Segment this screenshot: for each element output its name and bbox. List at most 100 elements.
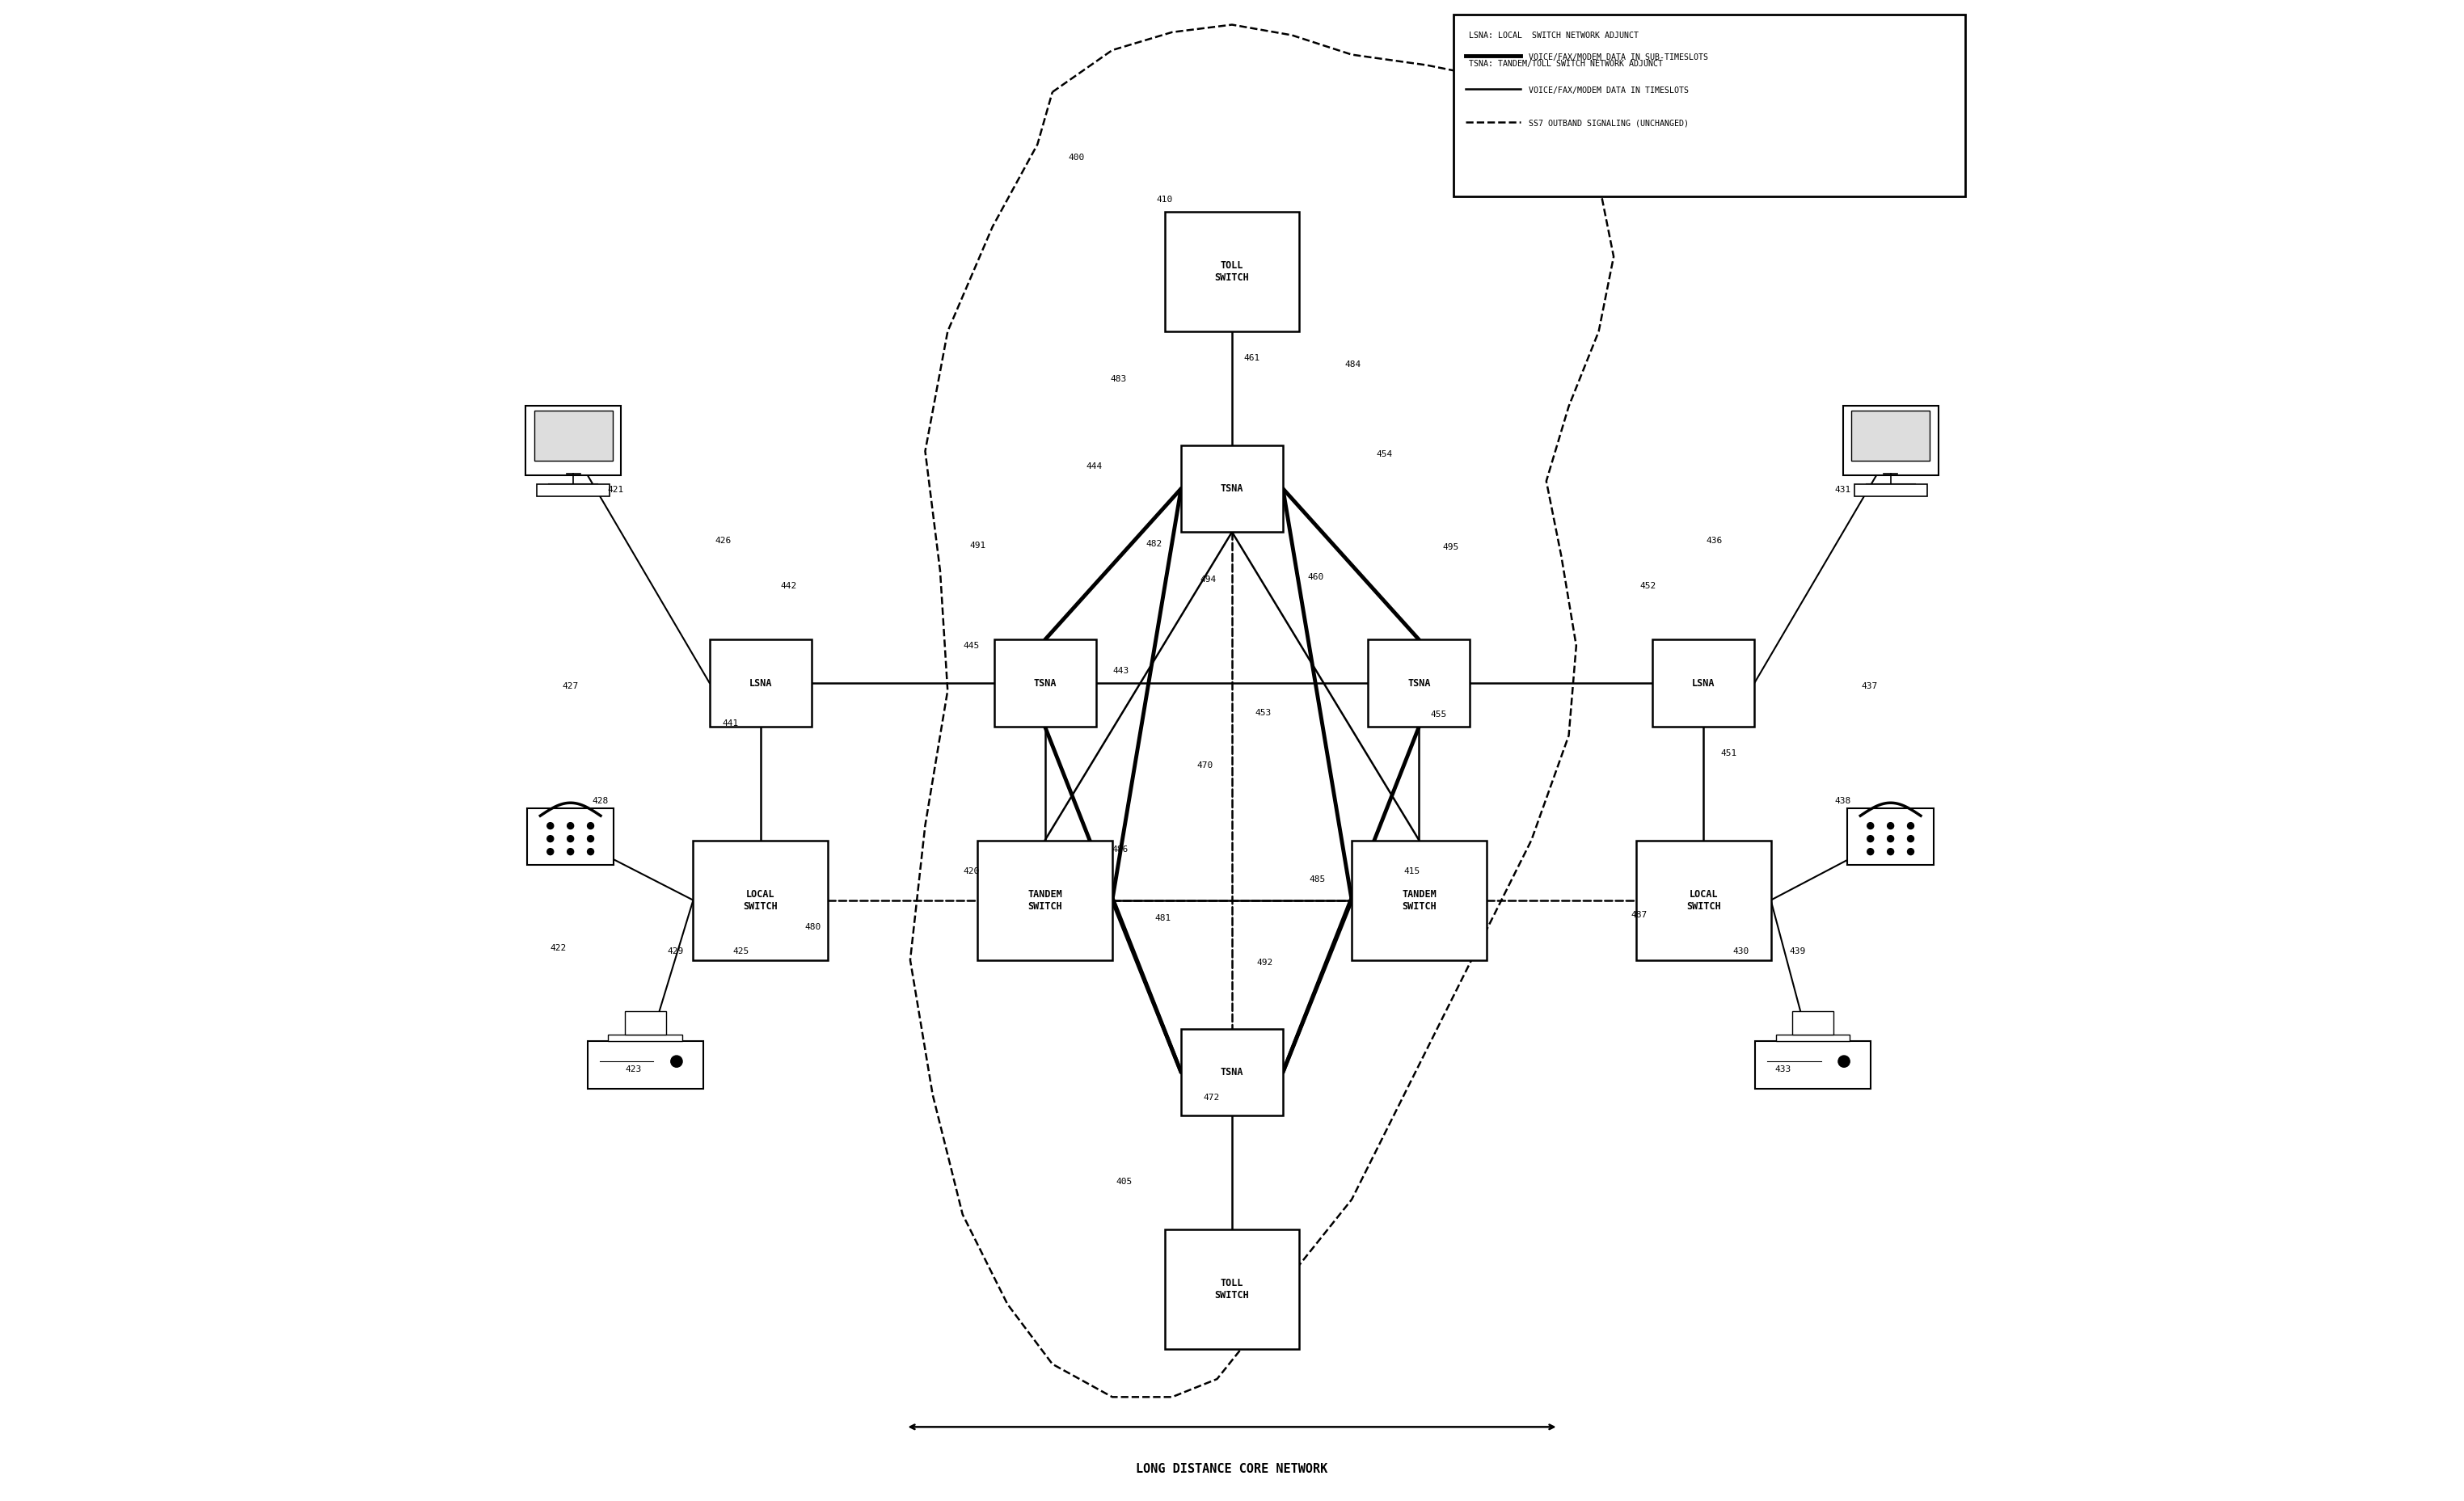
Text: 444: 444 — [1087, 462, 1101, 470]
Text: 472: 472 — [1202, 1094, 1220, 1102]
FancyBboxPatch shape — [978, 841, 1111, 961]
Text: 420: 420 — [963, 868, 981, 875]
Text: 430: 430 — [1732, 947, 1749, 955]
Text: 426: 426 — [715, 537, 732, 545]
Text: 441: 441 — [722, 719, 739, 728]
FancyBboxPatch shape — [710, 639, 811, 726]
Text: VOICE/FAX/MODEM DATA IN SUB-TIMESLOTS: VOICE/FAX/MODEM DATA IN SUB-TIMESLOTS — [1528, 54, 1708, 62]
Circle shape — [1887, 823, 1895, 829]
Circle shape — [586, 823, 594, 829]
Circle shape — [547, 836, 554, 842]
Text: TOLL
SWITCH: TOLL SWITCH — [1215, 1277, 1249, 1300]
Text: SS7 OUTBAND SIGNALING (UNCHANGED): SS7 OUTBAND SIGNALING (UNCHANGED) — [1528, 120, 1688, 128]
Text: 429: 429 — [668, 947, 683, 955]
FancyBboxPatch shape — [1777, 1034, 1850, 1040]
Text: 405: 405 — [1116, 1177, 1133, 1186]
FancyBboxPatch shape — [609, 1034, 683, 1040]
Text: 481: 481 — [1156, 914, 1170, 922]
Text: 486: 486 — [1111, 845, 1129, 853]
Text: 495: 495 — [1441, 543, 1459, 551]
Text: TSNA: TSNA — [1220, 1067, 1244, 1078]
Circle shape — [547, 848, 554, 856]
Text: 494: 494 — [1200, 576, 1217, 584]
FancyBboxPatch shape — [692, 841, 828, 961]
Text: TOLL
SWITCH: TOLL SWITCH — [1215, 260, 1249, 282]
Circle shape — [1868, 848, 1873, 856]
Text: 491: 491 — [968, 542, 986, 549]
Text: 452: 452 — [1641, 582, 1656, 590]
Text: 443: 443 — [1114, 666, 1129, 675]
FancyBboxPatch shape — [1850, 411, 1929, 461]
Text: TSNA: TANDEM/TOLL SWITCH NETWORK ADJUNCT: TSNA: TANDEM/TOLL SWITCH NETWORK ADJUNCT — [1469, 60, 1663, 68]
Text: 400: 400 — [1069, 153, 1084, 162]
Text: 482: 482 — [1146, 540, 1163, 548]
FancyBboxPatch shape — [993, 639, 1096, 726]
Text: 492: 492 — [1257, 959, 1274, 967]
Circle shape — [1838, 1055, 1850, 1067]
Circle shape — [567, 848, 574, 856]
Text: 422: 422 — [549, 944, 567, 952]
Text: 442: 442 — [781, 582, 798, 590]
FancyBboxPatch shape — [1165, 212, 1299, 332]
Text: 455: 455 — [1432, 710, 1446, 719]
Text: LSNA: LOCAL  SWITCH NETWORK ADJUNCT: LSNA: LOCAL SWITCH NETWORK ADJUNCT — [1469, 32, 1639, 39]
FancyBboxPatch shape — [1180, 446, 1284, 531]
Text: 423: 423 — [626, 1066, 641, 1073]
FancyBboxPatch shape — [1653, 639, 1754, 726]
FancyBboxPatch shape — [1180, 1028, 1284, 1115]
FancyBboxPatch shape — [535, 411, 614, 461]
Text: LOCAL
SWITCH: LOCAL SWITCH — [744, 889, 779, 911]
Text: TANDEM
SWITCH: TANDEM SWITCH — [1402, 889, 1437, 911]
FancyBboxPatch shape — [1791, 1012, 1833, 1034]
Text: TSNA: TSNA — [1220, 483, 1244, 494]
Text: 480: 480 — [806, 923, 821, 931]
Circle shape — [567, 836, 574, 842]
Text: 453: 453 — [1254, 708, 1271, 717]
Text: 428: 428 — [591, 797, 609, 806]
Text: 431: 431 — [1836, 486, 1850, 494]
Circle shape — [1907, 848, 1915, 856]
Text: 437: 437 — [1860, 681, 1878, 690]
Text: 487: 487 — [1631, 911, 1648, 919]
Text: 410: 410 — [1156, 195, 1173, 204]
FancyBboxPatch shape — [1754, 1040, 1870, 1088]
Circle shape — [586, 836, 594, 842]
Circle shape — [586, 848, 594, 856]
Text: 433: 433 — [1774, 1066, 1791, 1073]
Text: 484: 484 — [1345, 360, 1363, 368]
Text: LSNA: LSNA — [1693, 678, 1715, 689]
Circle shape — [1868, 823, 1873, 829]
Text: 439: 439 — [1789, 947, 1806, 955]
FancyBboxPatch shape — [1368, 639, 1471, 726]
Text: 460: 460 — [1308, 573, 1323, 581]
Circle shape — [547, 823, 554, 829]
Text: 454: 454 — [1377, 450, 1392, 458]
Circle shape — [1907, 836, 1915, 842]
Circle shape — [1887, 836, 1895, 842]
FancyBboxPatch shape — [527, 809, 614, 865]
Text: TANDEM
SWITCH: TANDEM SWITCH — [1027, 889, 1062, 911]
Text: 483: 483 — [1111, 375, 1126, 383]
FancyBboxPatch shape — [589, 1040, 702, 1088]
Text: 451: 451 — [1720, 749, 1737, 758]
Text: 436: 436 — [1705, 537, 1722, 545]
FancyBboxPatch shape — [1853, 485, 1927, 497]
Text: 485: 485 — [1308, 875, 1326, 883]
Text: LOCAL
SWITCH: LOCAL SWITCH — [1685, 889, 1720, 911]
FancyBboxPatch shape — [1353, 841, 1486, 961]
Text: 425: 425 — [732, 947, 749, 955]
Text: TSNA: TSNA — [1407, 678, 1432, 689]
FancyBboxPatch shape — [1165, 1229, 1299, 1349]
FancyBboxPatch shape — [1848, 809, 1934, 865]
Circle shape — [1887, 848, 1895, 856]
Circle shape — [670, 1055, 683, 1067]
Text: 461: 461 — [1244, 354, 1259, 362]
FancyBboxPatch shape — [626, 1012, 665, 1034]
Text: 415: 415 — [1404, 868, 1419, 875]
Text: 445: 445 — [963, 642, 981, 650]
FancyBboxPatch shape — [525, 407, 621, 476]
Text: TSNA: TSNA — [1032, 678, 1057, 689]
Text: 421: 421 — [606, 486, 623, 494]
FancyBboxPatch shape — [1636, 841, 1772, 961]
Text: VOICE/FAX/MODEM DATA IN TIMESLOTS: VOICE/FAX/MODEM DATA IN TIMESLOTS — [1528, 87, 1688, 95]
